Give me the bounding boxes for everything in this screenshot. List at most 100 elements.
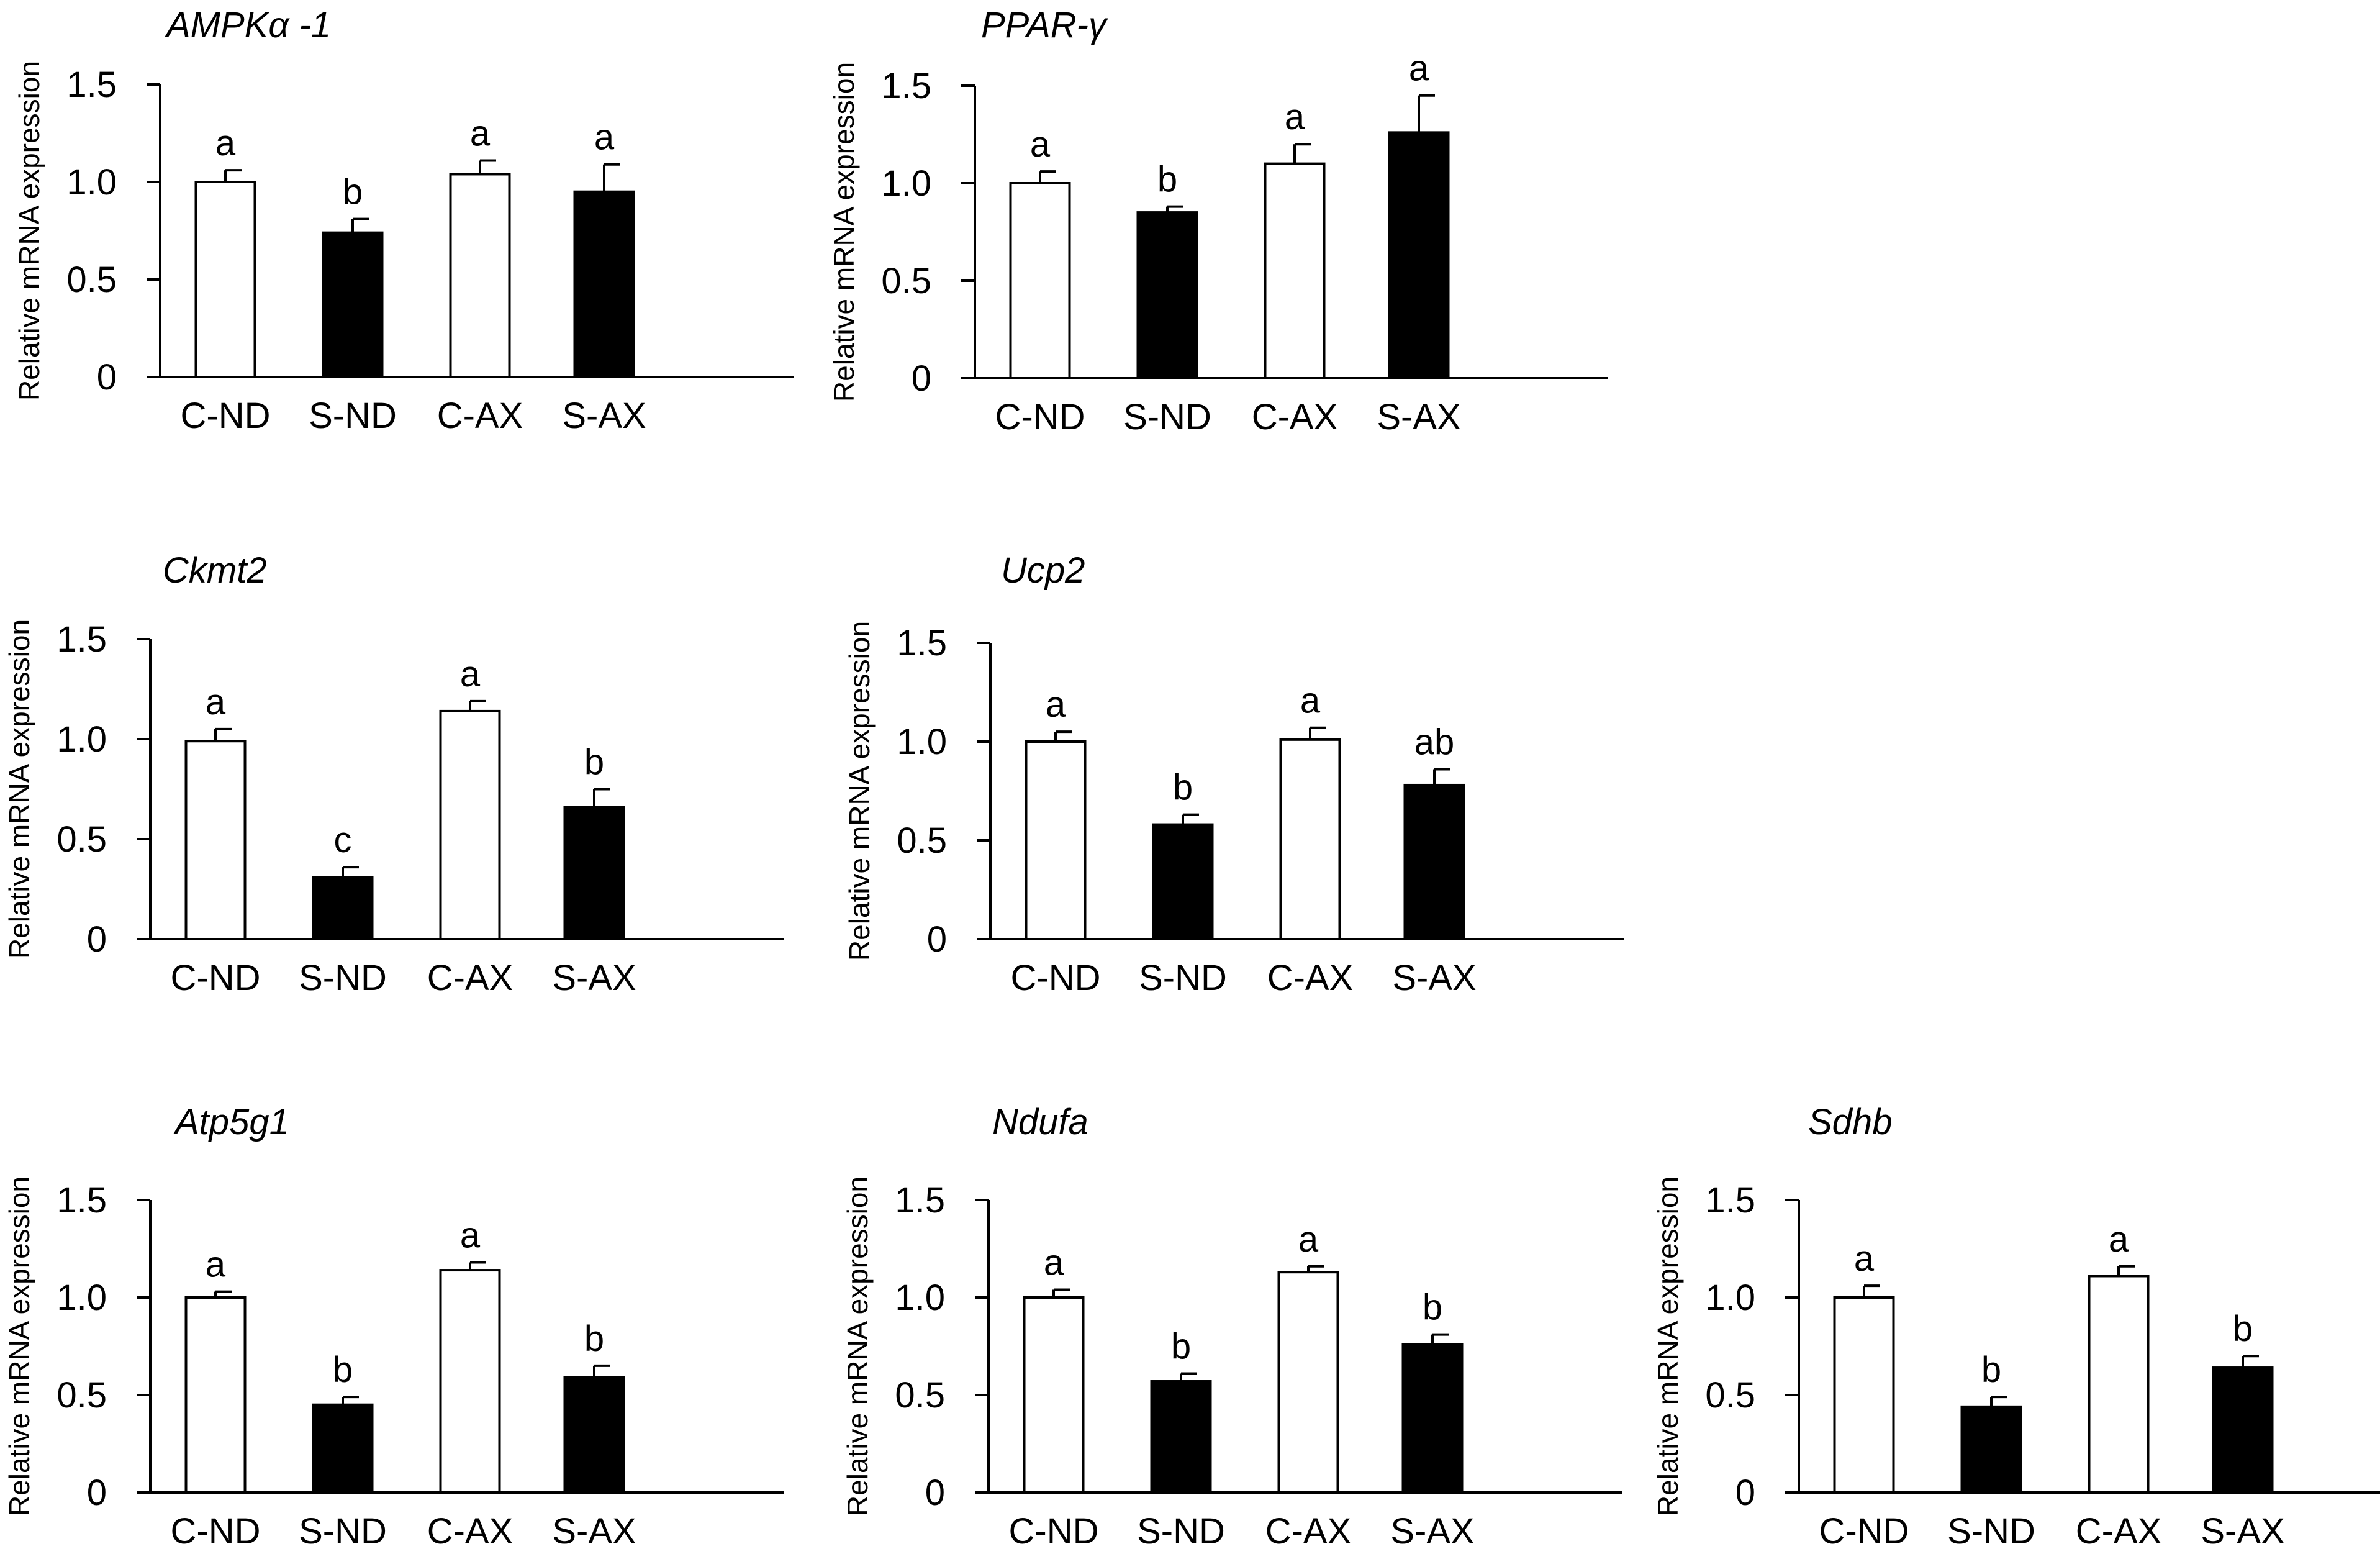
bar <box>1136 211 1198 379</box>
y-axis-label: Relative mRNA expression <box>3 1176 35 1516</box>
significance-label: c <box>334 820 352 860</box>
chart-panel: Sdhb Relative mRNA expression 0 0.5 1.0 1.5 a C… <box>1652 1102 2380 1552</box>
significance-label: a <box>1409 48 1429 89</box>
bar <box>1025 740 1087 940</box>
x-tick-label: S-ND <box>1137 1511 1225 1552</box>
bar <box>439 1269 501 1494</box>
significance-label: a <box>1046 684 1066 725</box>
x-tick-label: S-ND <box>309 396 397 436</box>
bar <box>1833 1296 1895 1494</box>
y-tick-label: 1.0 <box>895 1278 945 1318</box>
y-axis-label: Relative mRNA expression <box>843 621 876 961</box>
y-tick-label: 0 <box>927 919 947 960</box>
bar <box>312 876 374 941</box>
y-axis-label: Relative mRNA expression <box>3 619 35 959</box>
significance-label: a <box>460 654 481 694</box>
y-tick-label: 1.5 <box>897 623 947 663</box>
y-tick-label: 1.0 <box>897 722 947 762</box>
y-tick-label: 0 <box>925 1473 945 1513</box>
x-tick-label: C-ND <box>171 958 261 998</box>
y-tick-label: 0 <box>87 1473 107 1513</box>
y-tick-label: 0.5 <box>895 1375 945 1415</box>
significance-label: b <box>1981 1350 2001 1390</box>
x-tick-label: C-AX <box>1252 397 1338 437</box>
bar <box>449 173 511 378</box>
y-tick-label: 0.5 <box>897 820 947 861</box>
significance-label: b <box>584 1319 604 1359</box>
significance-label: a <box>594 117 615 158</box>
significance-label: a <box>206 1245 226 1285</box>
x-tick-label: C-ND <box>181 396 271 436</box>
x-tick-label: S-AX <box>2201 1511 2284 1552</box>
x-tick-label: S-AX <box>562 396 646 436</box>
bar <box>2212 1366 2274 1494</box>
y-tick-label: 0 <box>87 919 107 960</box>
y-tick-label: 0.5 <box>57 1375 107 1415</box>
x-tick-label: C-AX <box>1265 1511 1352 1552</box>
bar <box>1401 1343 1464 1494</box>
chart-title: Sdhb <box>1808 1102 1892 1142</box>
significance-label: a <box>1300 681 1321 721</box>
bar <box>1277 1271 1339 1494</box>
bar <box>322 231 384 379</box>
y-tick-label: 1.0 <box>1705 1278 1755 1318</box>
significance-label: b <box>333 1350 353 1390</box>
chart-title: AMPKα -1 <box>165 5 331 45</box>
chart-title: Ckmt2 <box>163 550 267 591</box>
y-tick-label: 1.5 <box>895 1180 945 1220</box>
bar <box>184 1296 247 1494</box>
bar <box>1279 738 1341 940</box>
significance-label: ab <box>1414 722 1455 763</box>
chart-panel: Ndufa Relative mRNA expression 0 0.5 1.0 1.5 a… <box>841 1102 1622 1552</box>
chart-title: Ndufa <box>992 1102 1088 1142</box>
bar <box>1152 823 1214 941</box>
x-tick-label: C-ND <box>1009 1511 1099 1552</box>
y-tick-label: 1.0 <box>57 719 107 760</box>
bar <box>563 806 625 940</box>
bar <box>194 181 256 378</box>
x-tick-label: C-ND <box>1819 1511 1909 1552</box>
significance-label: a <box>1854 1238 1875 1279</box>
x-tick-label: S-ND <box>299 958 387 998</box>
bar <box>312 1403 374 1494</box>
chart-panel: Ucp2 Relative mRNA expression 0 0.5 1.0 1.5 a C… <box>843 550 1624 998</box>
x-tick-label: S-AX <box>552 1511 636 1552</box>
bar <box>1264 162 1326 379</box>
significance-label: a <box>460 1215 481 1255</box>
x-tick-label: C-AX <box>1267 958 1354 998</box>
y-tick-label: 1.5 <box>57 619 107 660</box>
bar <box>1388 131 1450 380</box>
bar <box>563 1376 625 1494</box>
significance-label: b <box>2233 1309 2253 1349</box>
significance-label: b <box>343 172 363 212</box>
y-tick-label: 1.0 <box>66 162 117 202</box>
significance-label: a <box>206 682 226 722</box>
x-tick-label: S-ND <box>1947 1511 2035 1552</box>
x-tick-label: S-AX <box>1392 958 1476 998</box>
significance-label: a <box>215 123 236 163</box>
x-tick-label: C-ND <box>995 397 1085 437</box>
y-tick-label: 1.5 <box>66 65 117 105</box>
significance-label: a <box>470 113 491 153</box>
y-tick-label: 1.0 <box>57 1278 107 1318</box>
chart-title: PPAR-γ <box>981 5 1108 45</box>
x-tick-label: S-AX <box>1390 1511 1474 1552</box>
bar <box>1403 783 1465 940</box>
y-tick-label: 1.0 <box>881 163 931 204</box>
y-axis-label: Relative mRNA expression <box>828 62 860 402</box>
chart-panel: Atp5g1 Relative mRNA expression 0 0.5 1.0 1.5… <box>3 1102 784 1552</box>
x-tick-label: C-AX <box>2076 1511 2162 1552</box>
bar <box>1009 182 1071 379</box>
chart-title: Ucp2 <box>1001 550 1085 591</box>
chart-panel: Ckmt2 Relative mRNA expression 0 0.5 1.0 1.5 a… <box>3 550 784 998</box>
significance-label: b <box>1157 160 1177 200</box>
x-tick-label: C-AX <box>427 1511 514 1552</box>
significance-label: b <box>584 742 604 783</box>
bar <box>1150 1380 1212 1494</box>
bar <box>1023 1296 1085 1494</box>
y-tick-label: 0.5 <box>57 819 107 860</box>
x-tick-label: S-AX <box>1377 397 1460 437</box>
bar <box>573 190 635 378</box>
significance-label: a <box>1298 1219 1319 1260</box>
